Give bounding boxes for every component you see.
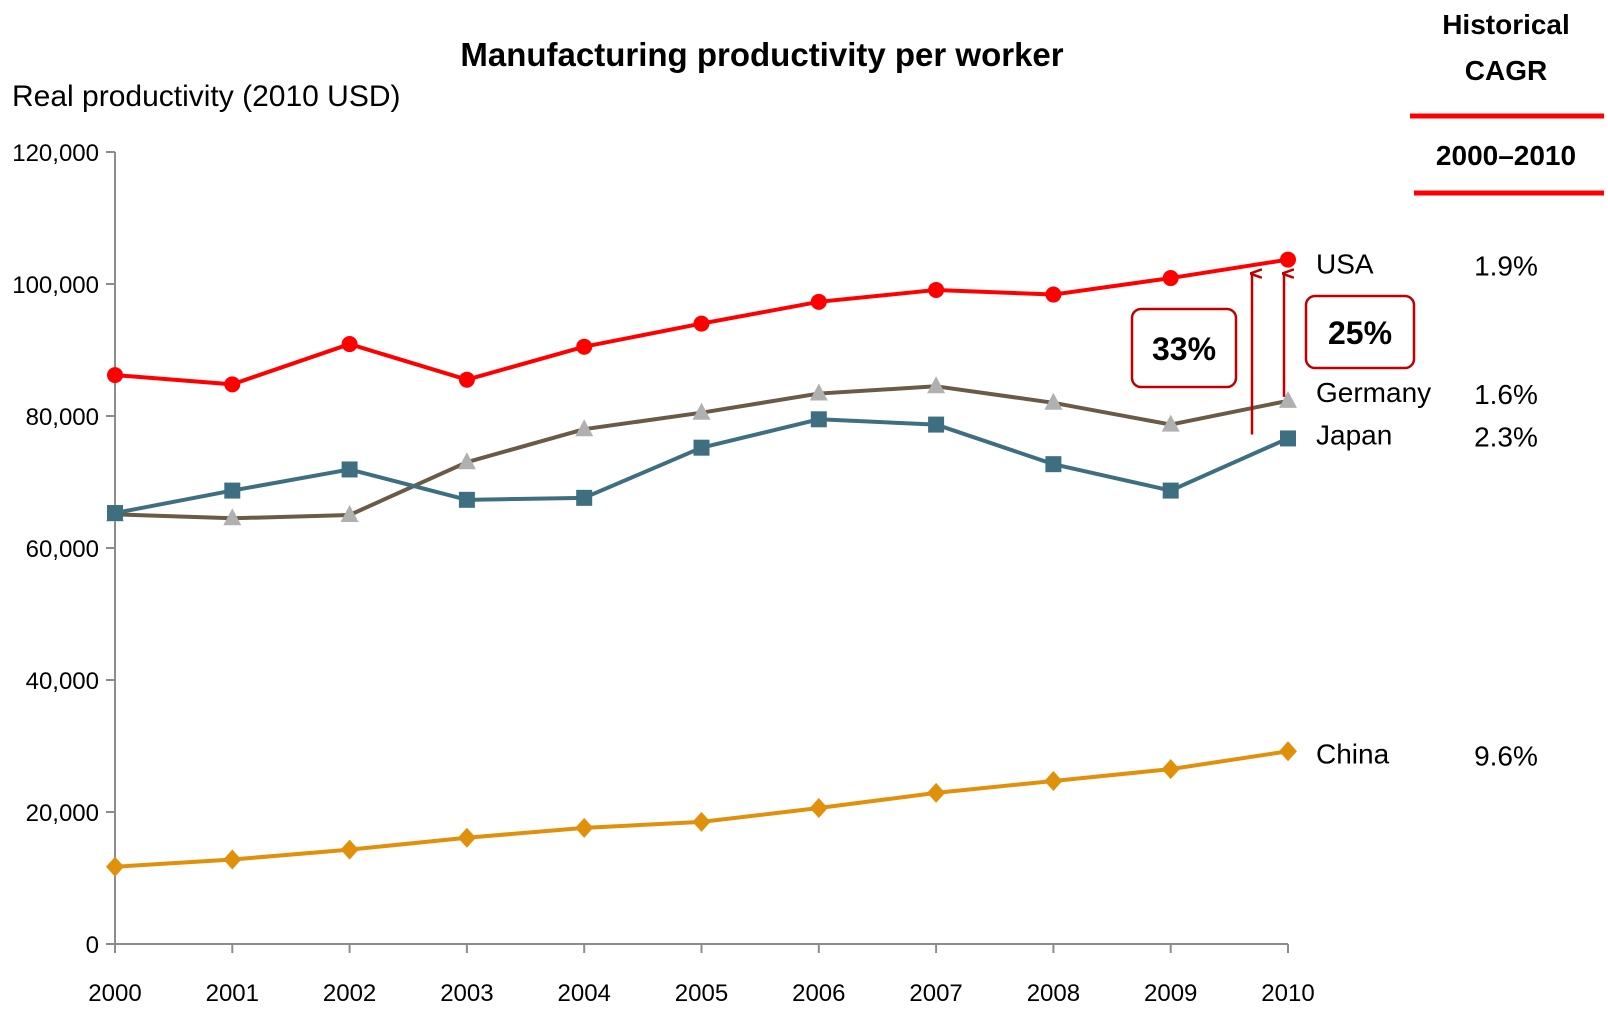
- data-point-japan: [341, 461, 358, 478]
- data-point-usa: [341, 336, 358, 353]
- y-tick-label: 20,000: [26, 800, 99, 827]
- series-label-japan: Japan: [1316, 419, 1392, 450]
- cagr-values: 1.9% 1.6% 2.3% 9.6%: [1474, 251, 1538, 772]
- series-japan: [107, 411, 1296, 522]
- series-line-china: [114, 749, 1289, 869]
- data-point-japan: [928, 416, 945, 433]
- data-point-germany: [692, 402, 711, 420]
- data-point-usa: [107, 367, 123, 384]
- data-point-germany: [340, 505, 359, 522]
- data-point-china: [106, 856, 124, 877]
- y-tick-label: 100,000: [12, 272, 99, 299]
- x-tick-label: 2002: [323, 980, 376, 1007]
- x-tick-label: 2000: [88, 980, 141, 1007]
- data-point-germany: [927, 376, 946, 394]
- cagr-value-germany: 1.6%: [1474, 379, 1538, 410]
- data-point-china: [575, 817, 594, 838]
- data-point-usa: [1280, 251, 1296, 268]
- cagr-period: 2000–2010: [1436, 140, 1576, 171]
- growth-annotations: 33% 25%: [1130, 274, 1416, 435]
- data-point-china: [340, 839, 359, 860]
- y-axis-label: Real productivity (2010 USD): [12, 80, 401, 113]
- data-point-japan: [693, 439, 710, 456]
- data-point-japan: [458, 491, 475, 508]
- y-tick-label: 60,000: [26, 536, 99, 563]
- growth-annotation-33pct: 33%: [1130, 274, 1252, 435]
- data-point-usa: [224, 376, 241, 393]
- series-layer: [106, 251, 1297, 877]
- data-point-japan: [1280, 430, 1296, 447]
- cagr-header-line2: CAGR: [1465, 55, 1547, 86]
- series-label-usa: USA: [1316, 249, 1374, 280]
- data-point-germany: [1044, 392, 1063, 410]
- x-tick-label: 2006: [792, 980, 845, 1007]
- growth-label-box: [1130, 307, 1238, 389]
- growth-label-box: [1304, 294, 1416, 370]
- data-point-usa: [1162, 270, 1179, 287]
- series-usa: [107, 251, 1296, 393]
- data-point-japan: [224, 482, 241, 499]
- data-point-china: [223, 849, 242, 870]
- data-point-china: [927, 782, 946, 803]
- x-tick-label: 2003: [440, 980, 493, 1007]
- data-point-germany: [1279, 390, 1297, 408]
- growth-label: 25%: [1328, 315, 1392, 351]
- data-point-china: [1044, 770, 1063, 791]
- y-tick-label: 40,000: [26, 668, 99, 695]
- data-point-usa: [458, 371, 475, 388]
- data-point-usa: [576, 338, 593, 355]
- cagr-value-japan: 2.3%: [1474, 421, 1538, 452]
- data-point-germany: [223, 508, 242, 526]
- x-tick-label: 2010: [1261, 980, 1314, 1007]
- y-tick-label: 120,000: [12, 140, 99, 167]
- cagr-value-china: 9.6%: [1474, 740, 1538, 771]
- data-point-japan: [810, 411, 827, 428]
- data-point-china: [457, 827, 476, 848]
- series-china: [106, 741, 1297, 877]
- cagr-table: Historical CAGR 2000–2010 1.9% 1.6% 2.3% 9.…: [1410, 9, 1604, 771]
- data-point-china: [1161, 759, 1180, 780]
- x-tick-label: 2008: [1027, 980, 1080, 1007]
- data-point-japan: [576, 489, 593, 506]
- data-point-usa: [810, 293, 827, 310]
- cagr-value-usa: 1.9%: [1474, 251, 1538, 282]
- data-point-china: [809, 798, 828, 819]
- y-tick-label: 80,000: [26, 404, 99, 431]
- data-point-china: [1279, 741, 1297, 762]
- chart-axes: 0 20,000 40,000 60,000 80,000 100,000 120,000 2…: [12, 140, 1314, 1007]
- series-label-china: China: [1316, 738, 1390, 769]
- x-tick-label: 2005: [675, 980, 728, 1007]
- series-labels: USA Germany Japan China: [1316, 249, 1431, 770]
- cagr-header-line1: Historical: [1442, 9, 1570, 40]
- data-point-japan: [107, 505, 123, 522]
- x-tick-label: 2009: [1144, 980, 1197, 1007]
- data-point-usa: [928, 281, 945, 298]
- data-point-china: [692, 811, 711, 832]
- data-point-germany: [457, 452, 476, 470]
- data-point-germany: [1161, 414, 1180, 432]
- data-point-japan: [1162, 482, 1179, 499]
- x-tick-label: 2004: [558, 980, 611, 1007]
- x-tick-label: 2007: [909, 980, 962, 1007]
- series-line-japan: [114, 417, 1289, 515]
- data-point-japan: [1045, 456, 1062, 473]
- data-point-usa: [1045, 286, 1062, 303]
- data-point-usa: [693, 315, 710, 332]
- data-point-germany: [575, 419, 594, 437]
- y-tick-label: 0: [86, 932, 99, 959]
- growth-annotation-25pct: 25%: [1284, 274, 1416, 397]
- data-point-germany: [809, 383, 828, 401]
- chart-title: Manufacturing productivity per worker: [460, 36, 1063, 73]
- series-label-germany: Germany: [1316, 377, 1431, 408]
- growth-label: 33%: [1152, 331, 1216, 367]
- x-tick-label: 2001: [206, 980, 259, 1007]
